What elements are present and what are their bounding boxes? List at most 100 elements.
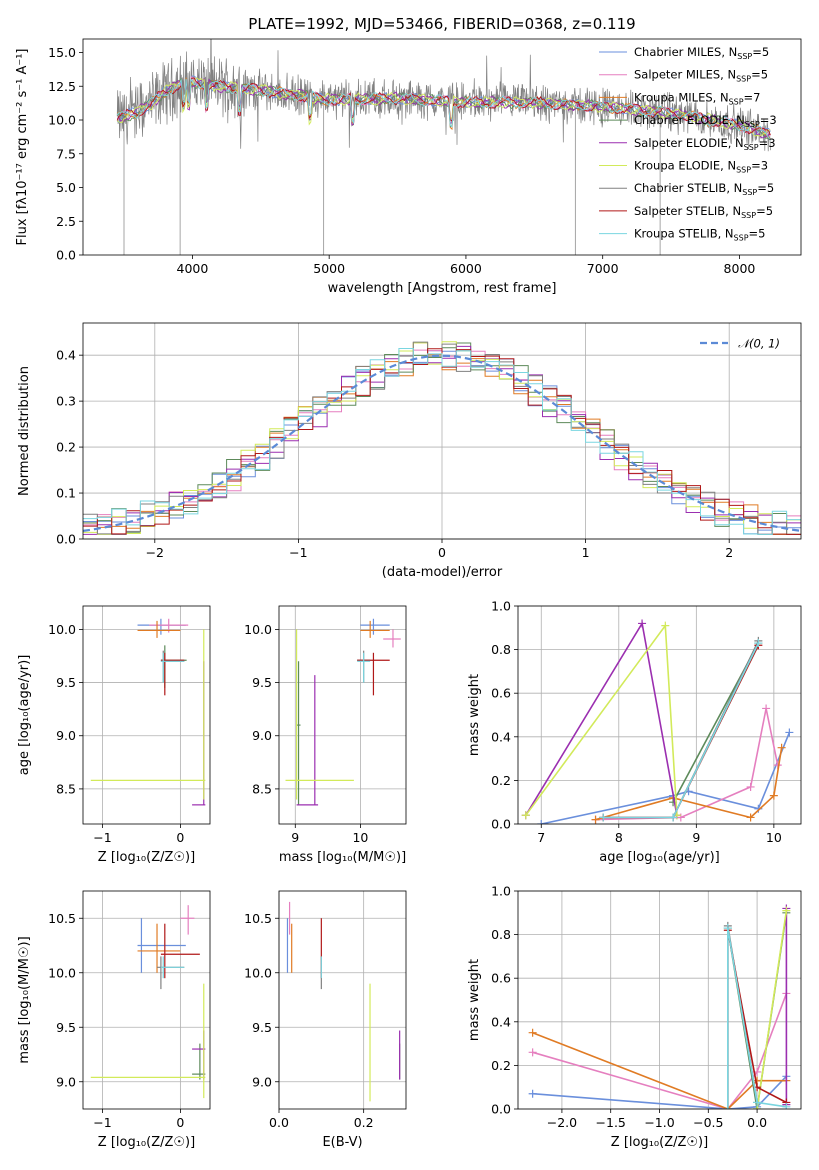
legend-count: =5 <box>751 68 768 82</box>
panel-age-Z: −1 0 8.5 9.0 9.5 10.0 Z [log₁₀(Z/Z☉)] age [log₁… <box>17 606 210 865</box>
y-tick-label: 9.5 <box>252 675 272 690</box>
series-marker <box>638 619 646 627</box>
legend-label: Chabrier STELIB, NSSP=5 <box>634 181 774 197</box>
x-tick-label: 0 <box>438 545 446 560</box>
y-tick-label: 15.0 <box>48 45 76 60</box>
x-tick-label: 0.2 <box>354 1115 374 1130</box>
grid-lines <box>518 891 801 1109</box>
axes: −2.0 −1.5 −1.0 −0.5 0.0 0.0 0.2 0.4 0.6 0.8 1.0 Z [… <box>467 884 801 1151</box>
y-axis-label: mass weight <box>467 674 482 756</box>
legend-count: =5 <box>749 227 766 241</box>
y-tick-label: 0.2 <box>491 773 511 788</box>
legend-count: =5 <box>756 204 773 218</box>
legend-subscript: SSP <box>734 234 749 243</box>
errorbar-point <box>138 924 181 973</box>
y-tick-label: 10.5 <box>244 911 272 926</box>
x-axis-label: (data-model)/error <box>382 565 503 580</box>
errorbar-point <box>357 653 370 683</box>
legend-count: =5 <box>752 45 769 59</box>
x-tick-label: −2 <box>146 545 164 560</box>
series-marker <box>762 704 770 712</box>
series-line <box>596 748 782 820</box>
y-tick-label: 7.5 <box>56 146 76 161</box>
y-tick-label: 0.8 <box>491 642 511 657</box>
errorbar-point <box>383 629 401 647</box>
series-kroupa-elodie <box>753 907 790 1113</box>
panel-mass-Z: −1 0 9.0 9.5 10.0 10.5 Z [log₁₀(Z/Z☉)] mass [lo… <box>17 891 210 1150</box>
grid-lines <box>279 891 406 1109</box>
x-tick-label: −1 <box>93 830 111 845</box>
y-axis-label: Flux [fλ10⁻¹⁷ erg cm⁻² s⁻¹ A⁻¹] <box>15 49 30 246</box>
legend: 𝒩(0, 1) <box>700 337 780 351</box>
y-tick-label: 12.5 <box>48 79 76 94</box>
x-tick-label: 8000 <box>724 261 756 276</box>
panel-mass-EBV: 0.0 0.2 9.0 9.5 10.0 10.5 E(B-V) <box>244 891 406 1150</box>
errorbar-point <box>360 619 389 635</box>
series-marker <box>677 813 685 821</box>
y-tick-label: 0.8 <box>491 927 511 942</box>
x-tick-label: 0.0 <box>269 1115 289 1130</box>
legend-count: =3 <box>760 113 777 127</box>
series-marker <box>785 728 793 736</box>
plot-area <box>91 905 206 1098</box>
x-tick-label: 8 <box>615 830 623 845</box>
series-line <box>526 626 677 816</box>
y-tick-label: 0.0 <box>56 532 76 547</box>
y-tick-label: 8.5 <box>56 781 76 796</box>
panel-residuals: −2 −1 0 1 20.00.10.20.30.4(data-model)/error… <box>17 323 801 580</box>
y-tick-label: 0.0 <box>491 817 511 832</box>
plot-area <box>91 619 206 805</box>
legend-label: Kroupa MILES, NSSP=7 <box>634 90 760 106</box>
x-tick-label: −2.0 <box>547 1115 577 1130</box>
grid-lines <box>83 606 210 824</box>
axes: 7 8 9 10 0.0 0.2 0.4 0.6 0.8 1.0 age [log₁₀(age/yr… <box>467 599 801 866</box>
panel-massweight-Z: −2.0 −1.5 −1.0 −0.5 0.0 0.0 0.2 0.4 0.6 0.8 1.0 Z [… <box>467 884 801 1151</box>
panel-spectrum: 4000 5000 6000 7000 8000 0.0 2.5 5.0 7.5 10.0 12.5… <box>15 2 801 296</box>
legend-label: Salpeter MILES, NSSP=5 <box>634 68 768 84</box>
errorbar-point <box>138 619 186 635</box>
series-marker <box>669 813 677 821</box>
x-tick-label: 5000 <box>313 261 345 276</box>
plot-area <box>522 619 794 828</box>
series-marker <box>592 816 600 824</box>
y-tick-label: 0.4 <box>491 1014 511 1029</box>
x-tick-label: −0.5 <box>693 1115 723 1130</box>
x-tick-label: −1 <box>289 545 307 560</box>
x-axis-label: Z [log₁₀(Z/Z☉)] <box>98 1135 195 1150</box>
y-tick-label: 9.0 <box>252 728 272 743</box>
legend-subscript: SSP <box>736 166 751 175</box>
series-marker <box>782 907 790 915</box>
y-tick-label: 9.5 <box>252 1020 272 1035</box>
series-marker <box>529 1048 537 1056</box>
legend-label: Chabrier MILES, NSSP=5 <box>634 45 769 61</box>
legend-subscript: SSP <box>742 188 757 197</box>
y-tick-label: 0.3 <box>56 394 76 409</box>
y-axis-label: mass [log₁₀(M/M☉)] <box>17 936 32 1063</box>
x-tick-label: −1 <box>93 1115 111 1130</box>
legend-subscript: SSP <box>737 52 752 61</box>
series-line <box>603 645 758 817</box>
y-tick-label: 10.5 <box>48 911 76 926</box>
y-tick-label: 10.0 <box>48 622 76 637</box>
legend-label: Chabrier ELODIE, NSSP=3 <box>634 113 777 129</box>
y-axis-label: Normed distribution <box>17 366 32 496</box>
y-tick-label: 10.0 <box>244 965 272 980</box>
y-tick-label: 0.2 <box>56 440 76 455</box>
y-tick-label: 5.0 <box>56 180 76 195</box>
errorbar-point <box>286 629 354 799</box>
legend-subscript: SSP <box>729 97 744 106</box>
legend-subscript: SSP <box>745 120 760 129</box>
series-marker <box>747 783 755 791</box>
x-tick-label: 10 <box>766 830 782 845</box>
legend-subscript: SSP <box>744 143 759 152</box>
grid-lines <box>83 891 210 1109</box>
errorbar-point <box>138 918 186 973</box>
y-tick-label: 0.0 <box>491 1102 511 1117</box>
series-line <box>603 641 758 818</box>
y-tick-label: 0.2 <box>491 1058 511 1073</box>
y-axis-label: mass weight <box>467 959 482 1041</box>
x-tick-label: 6000 <box>450 261 482 276</box>
series-marker <box>529 1090 537 1098</box>
x-tick-label: 0.0 <box>747 1115 767 1130</box>
x-axis-label: Z [log₁₀(Z/Z☉)] <box>611 1135 708 1150</box>
